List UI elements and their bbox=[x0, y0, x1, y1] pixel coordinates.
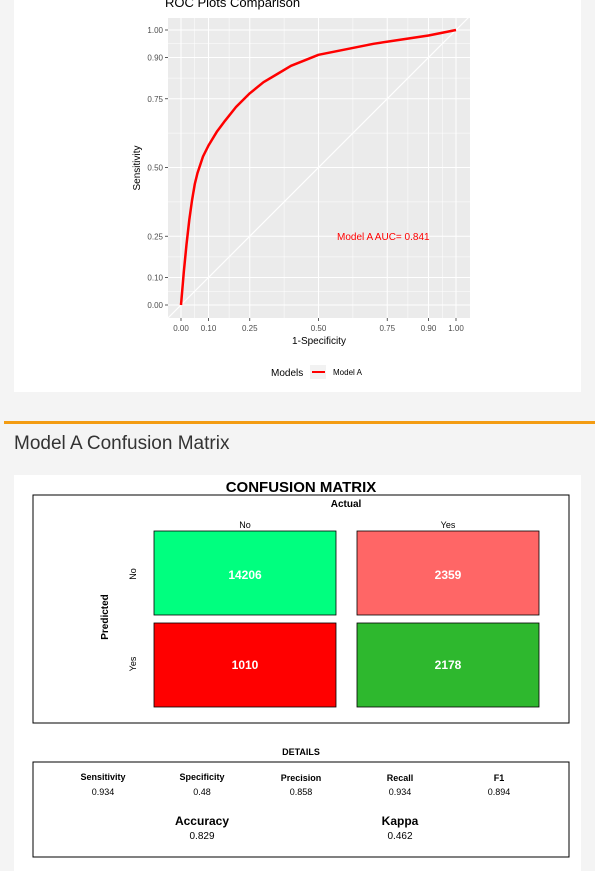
x-tick-label: 0.10 bbox=[201, 324, 217, 333]
confusion-matrix-chart: CONFUSION MATRIX Actual No Yes Predicted… bbox=[32, 479, 570, 858]
roc-panel: ROC Plots Comparison Model A AUC= 0.841 … bbox=[14, 0, 581, 392]
metric-specificity-label: Specificity bbox=[179, 772, 224, 782]
col-label-no: No bbox=[239, 520, 251, 530]
accuracy-label: Accuracy bbox=[175, 814, 229, 828]
auc-annotation: Model A AUC= 0.841 bbox=[337, 232, 430, 243]
metric-precision-label: Precision bbox=[281, 773, 322, 783]
y-tick-label: 0.25 bbox=[147, 232, 163, 241]
confusion-title: CONFUSION MATRIX bbox=[226, 479, 377, 496]
matrix-frame bbox=[32, 494, 570, 724]
y-axis-ticks: 0.00 0.10 0.25 0.50 0.75 0.90 1.00 bbox=[147, 26, 168, 310]
confusion-panel: CONFUSION MATRIX Actual No Yes Predicted… bbox=[14, 475, 581, 871]
actual-label: Actual bbox=[331, 499, 362, 510]
kappa-label: Kappa bbox=[382, 814, 419, 828]
section-separator bbox=[4, 421, 595, 424]
x-axis-label: 1-Specificity bbox=[292, 336, 346, 347]
details-frame bbox=[32, 761, 570, 858]
metric-f1-value: 0.894 bbox=[488, 787, 511, 797]
cell-fn-value: 1010 bbox=[232, 658, 259, 672]
metric-recall-label: Recall bbox=[387, 773, 414, 783]
metric-specificity-value: 0.48 bbox=[193, 787, 211, 797]
cell-tn bbox=[153, 530, 337, 616]
cell-tp bbox=[356, 622, 540, 708]
x-tick-label: 0.00 bbox=[173, 324, 189, 333]
row-label-no: No bbox=[128, 568, 138, 580]
x-tick-label: 0.90 bbox=[421, 324, 437, 333]
legend-title: Models bbox=[271, 368, 303, 379]
y-tick-label: 0.90 bbox=[147, 54, 163, 63]
roc-curve-model-a bbox=[179, 28, 457, 306]
y-tick-label: 0.75 bbox=[147, 95, 163, 104]
y-tick-label: 0.10 bbox=[147, 274, 163, 283]
metric-sensitivity-value: 0.934 bbox=[92, 787, 115, 797]
x-tick-label: 1.00 bbox=[448, 324, 464, 333]
row-label-yes: Yes bbox=[128, 656, 138, 671]
x-tick-label: 0.50 bbox=[311, 324, 327, 333]
col-label-yes: Yes bbox=[441, 520, 456, 530]
metric-sensitivity-label: Sensitivity bbox=[80, 772, 125, 782]
x-tick-label: 0.75 bbox=[379, 324, 395, 333]
predicted-label: Predicted bbox=[100, 594, 111, 640]
metric-recall-value: 0.934 bbox=[389, 787, 412, 797]
y-tick-label: 1.00 bbox=[147, 26, 163, 35]
metric-precision-value: 0.858 bbox=[290, 787, 313, 797]
cell-tp-value: 2178 bbox=[435, 658, 462, 672]
kappa-value: 0.462 bbox=[387, 831, 412, 842]
accuracy-value: 0.829 bbox=[189, 831, 214, 842]
grid-lines bbox=[168, 18, 470, 318]
cell-fp-value: 2359 bbox=[435, 568, 462, 582]
metric-f1-label: F1 bbox=[494, 773, 505, 783]
y-axis-label: Sensitivity bbox=[132, 145, 143, 190]
details-title: DETAILS bbox=[282, 747, 320, 757]
roc-title: ROC Plots Comparison bbox=[165, 0, 300, 10]
legend-entry-model-a: Model A bbox=[333, 368, 363, 377]
section-title: Model A Confusion Matrix bbox=[14, 433, 230, 454]
x-tick-label: 0.25 bbox=[242, 324, 258, 333]
roc-chart: ROC Plots Comparison Model A AUC= 0.841 … bbox=[132, 0, 471, 379]
y-tick-label: 0.00 bbox=[147, 301, 163, 310]
x-axis-ticks: 0.00 0.10 0.25 0.50 0.75 0.90 1.00 bbox=[173, 318, 464, 333]
cell-tn-value: 14206 bbox=[228, 568, 262, 582]
reference-diagonal bbox=[166, 15, 471, 320]
cell-fn bbox=[153, 622, 337, 708]
y-tick-label: 0.50 bbox=[147, 164, 163, 173]
cell-fp bbox=[356, 530, 540, 616]
